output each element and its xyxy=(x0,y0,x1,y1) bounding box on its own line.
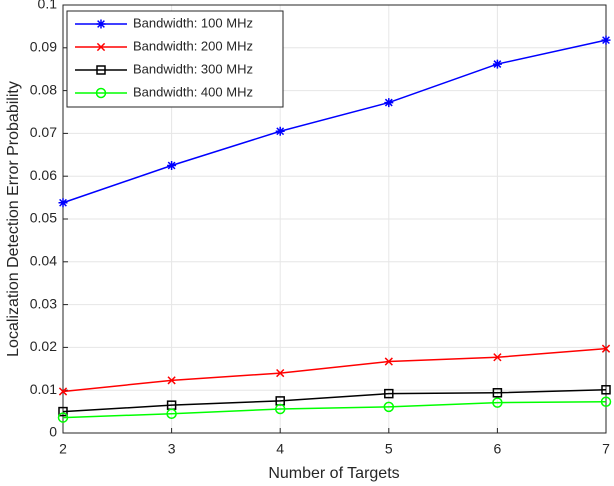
series-line xyxy=(62,401,607,419)
x-tick-label: 3 xyxy=(168,441,176,457)
y-tick-label: 0.08 xyxy=(30,81,57,97)
y-tick-label: 0.06 xyxy=(30,167,57,183)
y-axis-label: Localization Detection Error Probability xyxy=(5,81,22,357)
legend-marker xyxy=(96,42,106,52)
legend-label: Bandwidth: 400 MHz xyxy=(133,84,253,99)
data-point xyxy=(493,353,502,362)
series-line xyxy=(62,39,607,204)
y-tick-label: 0.03 xyxy=(30,295,57,311)
data-point xyxy=(492,59,502,69)
data-point xyxy=(384,388,394,399)
legend-label: Bandwidth: 200 MHz xyxy=(133,38,253,53)
data-point xyxy=(276,368,285,378)
data-point xyxy=(274,403,286,415)
y-tick-label: 0.01 xyxy=(30,381,57,397)
data-point xyxy=(601,385,611,395)
x-tick-label: 2 xyxy=(59,441,67,457)
data-point xyxy=(166,408,177,419)
x-tick-label: 5 xyxy=(385,441,393,457)
x-axis-label: Number of Targets xyxy=(268,465,399,482)
data-point xyxy=(383,401,395,413)
y-tick-label: 0.07 xyxy=(30,124,57,140)
data-point xyxy=(58,198,68,208)
data-point xyxy=(275,126,285,136)
data-point xyxy=(58,406,68,417)
data-point xyxy=(600,396,612,408)
y-tick-label: 0.04 xyxy=(30,253,57,269)
data-point xyxy=(167,161,177,170)
x-tick-label: 4 xyxy=(276,441,284,457)
y-tick-label: 0.02 xyxy=(30,338,57,354)
data-point xyxy=(384,357,393,366)
data-point xyxy=(492,397,503,408)
y-tick-label: 0 xyxy=(49,424,57,440)
x-tick-label: 6 xyxy=(494,441,502,457)
data-point xyxy=(601,35,611,45)
legend-marker xyxy=(96,65,106,75)
y-tick-label: 0.1 xyxy=(38,0,58,12)
y-tick-label: 0.09 xyxy=(30,39,57,55)
x-tick-label: 7 xyxy=(602,441,610,457)
series-line xyxy=(62,347,607,393)
data-point xyxy=(492,388,503,398)
data-point xyxy=(167,376,176,385)
series-line xyxy=(62,389,607,413)
plot-frame xyxy=(62,4,607,434)
y-tick-label: 0.05 xyxy=(30,210,57,226)
legend-label: Bandwidth: 100 MHz xyxy=(133,15,253,30)
data-point xyxy=(58,387,68,396)
legend-label: Bandwidth: 300 MHz xyxy=(133,61,253,76)
data-point xyxy=(601,344,611,353)
legend-marker xyxy=(95,87,107,99)
legend-marker xyxy=(96,19,106,29)
data-point xyxy=(57,412,69,423)
data-point xyxy=(384,98,394,108)
